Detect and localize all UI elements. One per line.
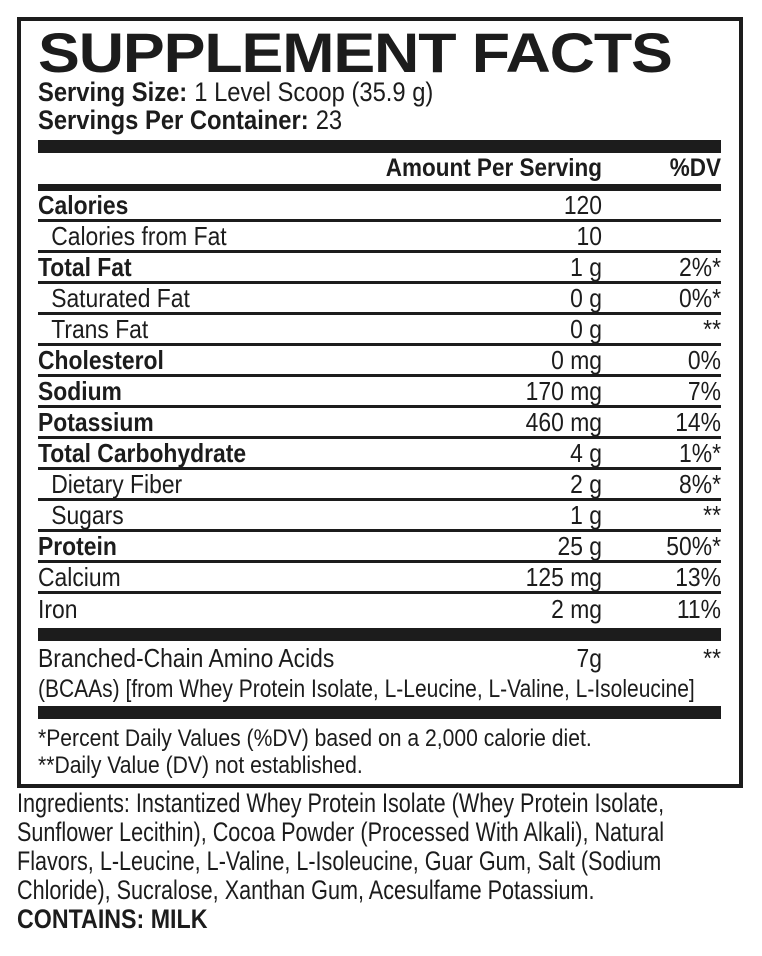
table-row-bcaa: Branched-Chain Amino Acids 7g ** (38, 643, 721, 674)
ingredients-text-line: Ingredients: Instantized Whey Protein Is… (17, 788, 665, 818)
contains-milk-text: CONTAINS: MILK (17, 904, 208, 934)
table-row-potassium: Potassium 460 mg 14% (38, 406, 721, 439)
ingredients-text-line: Chloride), Sucralose, Xanthan Gum, Acesu… (17, 875, 595, 905)
separator-bar (38, 706, 721, 719)
table-row-iron: Iron 2 mg 11% (38, 594, 721, 625)
nutrient-label: Sugars (51, 499, 124, 530)
nutrient-dv: 50%* (666, 530, 721, 561)
nutrient-label: Calcium (38, 561, 121, 592)
nutrient-dv: ** (703, 313, 721, 344)
nutrient-amount: 4 g (570, 437, 602, 468)
bcaa-dv: ** (703, 643, 721, 673)
nutrient-dv: 1%* (679, 437, 721, 468)
table-header-row: Amount Per Serving %DV (38, 153, 721, 184)
table-row-trans-fat: Trans Fat 0 g ** (38, 313, 721, 346)
nutrient-dv: 0% (687, 344, 721, 375)
servings-per-container-line: Servings Per Container: 23 (38, 106, 639, 134)
bcaa-amount: 7g (576, 643, 602, 673)
serving-size-value: 1 Level Scoop (35.9 g) (194, 77, 434, 107)
serving-size-line: Serving Size: 1 Level Scoop (35.9 g) (38, 78, 639, 106)
nutrient-label: Trans Fat (51, 313, 149, 344)
nutrient-amount: 1 g (570, 499, 602, 530)
nutrient-dv: 0%* (679, 282, 721, 313)
nutrient-amount: 2 g (570, 468, 602, 499)
panel-title: SUPPLEMENT FACTS (38, 21, 673, 84)
nutrient-dv: 2%* (679, 251, 721, 282)
footnotes-section: *Percent Daily Values (%DV) based on a 2… (38, 719, 721, 779)
ingredients-text-line: Sunflower Lecithin), Cocoa Powder (Proce… (17, 817, 665, 847)
bcaa-label: Branched-Chain Amino Acids (38, 643, 335, 673)
nutrient-label: Calories (38, 189, 129, 220)
ingredients-section: Ingredients: Instantized Whey Protein Is… (17, 789, 762, 934)
nutrient-amount: 2 mg (551, 594, 602, 624)
nutrient-dv: ** (703, 499, 721, 530)
supplement-facts-panel: SUPPLEMENT FACTS Serving Size: 1 Level Sc… (17, 17, 743, 788)
nutrient-label: Total Carbohydrate (38, 437, 247, 468)
separator-bar (38, 184, 721, 191)
table-row-sugars: Sugars 1 g ** (38, 499, 721, 532)
nutrient-dv: 11% (676, 594, 721, 624)
nutrient-dv: 13% (675, 561, 721, 592)
column-header-amount: Amount Per Serving (385, 154, 602, 182)
table-row-sodium: Sodium 170 mg 7% (38, 375, 721, 408)
nutrient-label: Total Fat (38, 251, 132, 282)
nutrient-label: Calories from Fat (51, 220, 227, 251)
nutrient-amount: 25 g (557, 530, 602, 561)
nutrient-label: Dietary Fiber (51, 468, 183, 499)
nutrient-amount: 460 mg (525, 406, 602, 437)
table-row-calories: Calories 120 (38, 189, 721, 222)
nutrient-amount: 170 mg (525, 375, 602, 406)
separator-bar (38, 140, 721, 153)
table-row-protein: Protein 25 g 50%* (38, 530, 721, 563)
table-row-total-fat: Total Fat 1 g 2%* (38, 251, 721, 284)
nutrient-amount: 0 g (570, 282, 602, 313)
separator-bar (38, 628, 721, 641)
table-row-dietary-fiber: Dietary Fiber 2 g 8%* (38, 468, 721, 501)
column-header-dv: %DV (669, 154, 721, 182)
table-row-saturated-fat: Saturated Fat 0 g 0%* (38, 282, 721, 315)
nutrient-amount: 10 (576, 220, 602, 251)
serving-size-label: Serving Size: (38, 77, 188, 107)
nutrient-amount: 125 mg (525, 561, 602, 592)
nutrient-dv: 14% (675, 406, 721, 437)
nutrient-amount: 120 (563, 189, 602, 220)
nutrient-label: Saturated Fat (51, 282, 190, 313)
footnote-dv-not-established: **Daily Value (DV) not established. (38, 752, 363, 779)
nutrient-label: Iron (38, 594, 78, 624)
footnote-daily-values: *Percent Daily Values (%DV) based on a 2… (38, 725, 592, 752)
table-row-total-carbohydrate: Total Carbohydrate 4 g 1%* (38, 437, 721, 470)
nutrient-amount: 0 mg (551, 344, 602, 375)
nutrient-dv: 7% (687, 375, 721, 406)
table-row-cholesterol: Cholesterol 0 mg 0% (38, 344, 721, 377)
nutrient-label: Protein (38, 530, 117, 561)
bcaa-section: Branched-Chain Amino Acids 7g ** (BCAAs)… (38, 643, 721, 706)
table-row-calcium: Calcium 125 mg 13% (38, 561, 721, 594)
nutrient-label: Cholesterol (38, 344, 164, 375)
table-row-calories-from-fat: Calories from Fat 10 (38, 220, 721, 253)
nutrient-label: Potassium (38, 406, 154, 437)
bcaa-note: (BCAAs) [from Whey Protein Isolate, L-Le… (38, 675, 695, 703)
ingredients-text-line: Flavors, L-Leucine, L-Valine, L-Isoleuci… (17, 846, 662, 876)
nutrient-table: Calories 120 Calories from Fat 10 Total … (38, 189, 721, 625)
servings-per-container-value: 23 (315, 105, 343, 135)
nutrient-dv: 8%* (679, 468, 721, 499)
nutrient-amount: 1 g (570, 251, 602, 282)
nutrient-amount: 0 g (570, 313, 602, 344)
nutrient-label: Sodium (38, 375, 122, 406)
servings-per-container-label: Servings Per Container: (38, 105, 309, 135)
